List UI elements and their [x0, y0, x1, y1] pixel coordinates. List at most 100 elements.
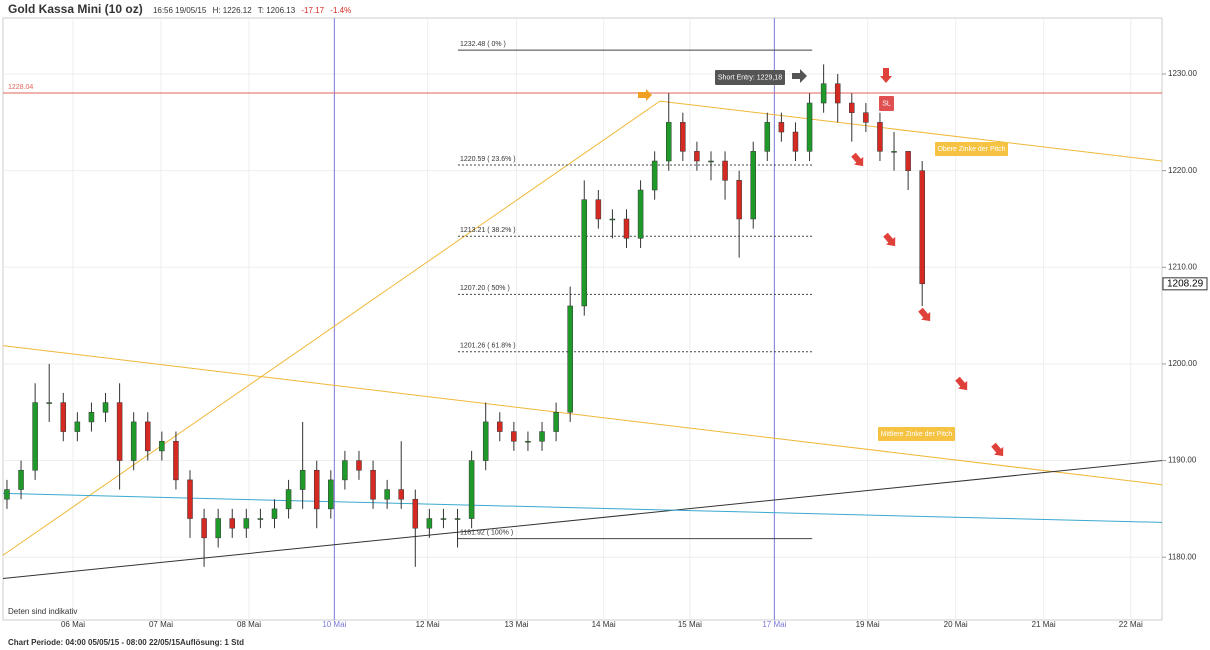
candle-body	[553, 411, 559, 432]
candle-body	[356, 460, 362, 471]
candle-body	[595, 199, 602, 220]
period: Chart Periode: 04:00 05/05/15 - 08:00 22…	[8, 638, 181, 647]
y-tick-label: 1220.00	[1168, 166, 1197, 175]
candle-body	[849, 102, 855, 113]
candle-body	[173, 440, 179, 481]
x-tick-label: 17 Mai	[762, 620, 786, 629]
candle-body	[299, 469, 306, 490]
annotation-box	[879, 96, 894, 111]
signal-arrows	[638, 68, 1008, 460]
annotation-text: Short Entry: 1229,18	[718, 74, 782, 81]
candle-body	[440, 518, 447, 520]
candle-body	[877, 122, 883, 152]
candle-body	[88, 411, 95, 423]
candle-body	[145, 421, 151, 452]
y-tick-label: 1190.00	[1168, 456, 1197, 465]
trend-line	[2, 100, 661, 556]
candle-body	[905, 151, 911, 171]
fib-label: 1201.26 ( 61.8% )	[460, 343, 516, 350]
candle-body	[623, 218, 630, 239]
candle-body	[454, 518, 461, 520]
trend-line	[2, 345, 1163, 486]
candle-body	[792, 131, 799, 152]
y-tick-label: 1210.00	[1168, 262, 1197, 271]
candle-body	[187, 479, 193, 519]
candle-body	[722, 160, 728, 181]
x-tick-label: 19 Mai	[856, 620, 880, 629]
x-tick-label: 10 Mai	[322, 620, 346, 629]
y-tick-label: 1230.00	[1168, 69, 1197, 78]
candle-body	[285, 489, 292, 510]
fib-label: 1220.59 ( 23.6% )	[460, 156, 516, 163]
x-tick-label: 14 Mai	[592, 620, 616, 629]
candle-body	[567, 305, 573, 413]
candle-body	[271, 508, 278, 519]
candle-body	[680, 122, 686, 152]
annotation-box	[878, 427, 955, 441]
last-price-box	[1162, 277, 1208, 291]
candle-body	[342, 460, 348, 481]
candle-body	[581, 199, 588, 307]
candle-body	[370, 469, 376, 500]
candle-body	[60, 402, 67, 432]
candle-body	[201, 518, 207, 539]
candle-body	[32, 402, 38, 471]
title: Gold Kassa Mini (10 oz)	[8, 2, 143, 16]
candle-body	[384, 489, 390, 500]
x-tick-label: 21 Mai	[1032, 620, 1056, 629]
x-tick-label: 13 Mai	[504, 620, 528, 629]
annotation-box	[935, 142, 1008, 156]
entry-arrow	[792, 69, 807, 83]
last-price-label: 1208.29	[1167, 278, 1204, 289]
candle-body	[74, 421, 81, 432]
candle-body	[412, 498, 419, 529]
candle-body	[736, 180, 742, 220]
x-tick-label: 06 Mai	[61, 620, 85, 629]
fib-label: 1181.92 ( 100% )	[460, 529, 513, 536]
candle-body	[694, 151, 700, 162]
high: H: 1226.12	[212, 6, 252, 15]
change-pct: -1.4%	[330, 6, 352, 15]
low: T: 1206.13	[257, 6, 296, 15]
candle-body	[539, 431, 545, 442]
candle-body	[891, 151, 897, 153]
candle-body	[116, 402, 123, 461]
candle-body	[806, 102, 813, 152]
candle-body	[708, 160, 714, 163]
candle-body	[328, 479, 334, 510]
candle-body	[468, 460, 475, 519]
x-tick-label: 07 Mai	[149, 620, 173, 629]
candle-body	[215, 518, 221, 539]
fib-label: 1213.21 ( 38.2% )	[460, 227, 516, 234]
candle-body	[46, 402, 52, 404]
note: Deten sind indikativ	[8, 607, 77, 616]
plot-area	[2, 17, 1163, 621]
annotation-text: Obere Zinke der Pitch	[937, 146, 1005, 153]
candle-body	[229, 518, 235, 529]
candle-body	[665, 122, 672, 162]
candle-body	[863, 112, 869, 123]
candle-body	[820, 83, 827, 104]
annotation-text: Mittlere Zinke der Pitch	[881, 431, 953, 438]
x-tick-label: 20 Mai	[944, 620, 968, 629]
ref-line-label: 1228.04	[8, 84, 33, 91]
change: -17.17	[301, 6, 325, 15]
candle-body	[750, 151, 756, 220]
candle-body	[102, 402, 109, 413]
entry-arrow	[638, 89, 652, 101]
candle-body	[18, 469, 24, 490]
candle-body	[257, 518, 264, 520]
candle-body	[130, 421, 137, 461]
candle-body	[243, 518, 250, 529]
x-tick-label: 15 Mai	[678, 620, 702, 629]
y-tick-label: 1200.00	[1168, 359, 1197, 368]
trend-line	[2, 460, 1163, 579]
header: Gold Kassa Mini (10 oz) 16:56 19/05/15 H…	[8, 2, 355, 16]
trend-line	[659, 100, 1163, 162]
time: 16:56 19/05/15	[152, 6, 207, 15]
annotation-text: SL	[882, 100, 891, 107]
candle-body	[482, 421, 489, 461]
x-tick-label: 08 Mai	[237, 620, 261, 629]
candle-body	[398, 489, 404, 500]
